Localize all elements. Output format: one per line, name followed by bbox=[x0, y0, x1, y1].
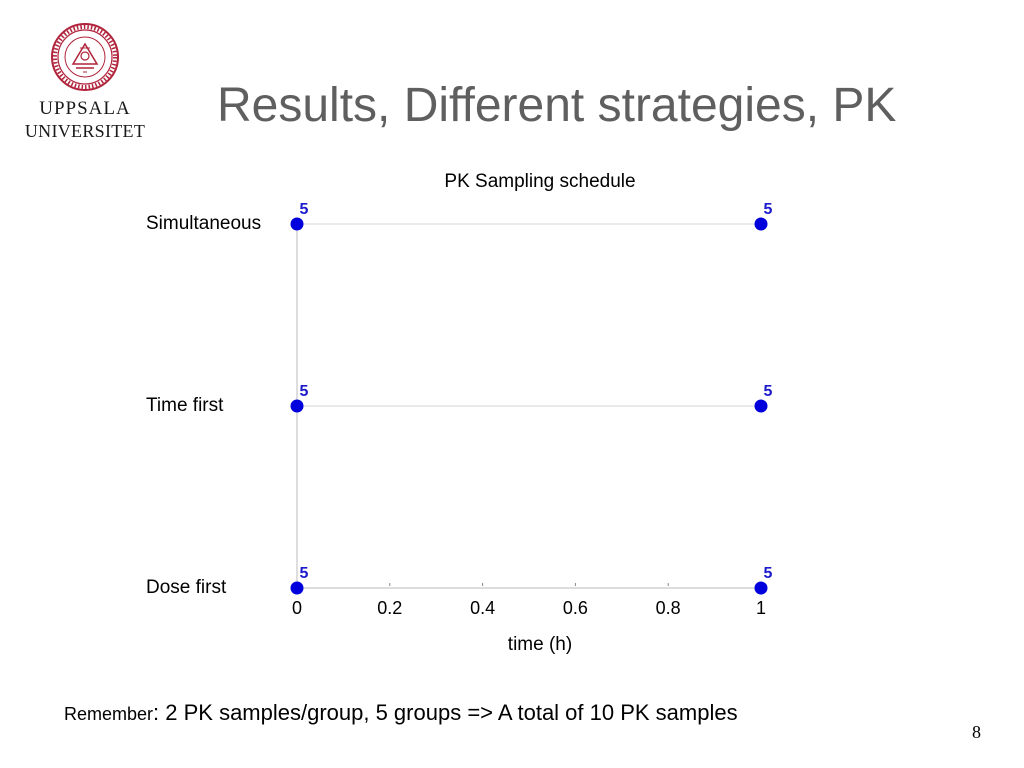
footnote: Remember: 2 PK samples/group, 5 groups =… bbox=[64, 700, 738, 726]
x-tick-label: 0.6 bbox=[563, 598, 588, 618]
university-seal-icon bbox=[51, 23, 119, 91]
category-label: Time first bbox=[146, 395, 224, 416]
data-label: 5 bbox=[764, 383, 773, 400]
category-labels: Simultaneous Time first Dose first bbox=[146, 213, 261, 598]
university-logo: UPPSALA UNIVERSITET bbox=[20, 20, 150, 150]
x-axis-label: time (h) bbox=[508, 634, 572, 655]
data-point bbox=[290, 217, 304, 231]
data-label: 5 bbox=[300, 201, 309, 218]
data-points: 5 5 5 5 5 5 bbox=[290, 201, 773, 595]
chart-title: PK Sampling schedule bbox=[444, 171, 635, 192]
data-point bbox=[290, 399, 304, 413]
x-tick-label: 0.4 bbox=[470, 598, 495, 618]
data-label: 5 bbox=[300, 565, 309, 582]
logo-line-2: UNIVERSITET bbox=[24, 121, 146, 141]
x-tick-label: 0 bbox=[292, 598, 302, 618]
x-tick-label: 0.8 bbox=[656, 598, 681, 618]
data-label: 5 bbox=[764, 201, 773, 218]
footnote-lead: Remember bbox=[64, 704, 154, 724]
x-tick-label: 0.2 bbox=[377, 598, 402, 618]
x-tick-label: 1 bbox=[756, 598, 766, 618]
data-point bbox=[290, 581, 304, 595]
x-ticks: 0 0.2 0.4 0.6 0.8 1 bbox=[292, 583, 766, 618]
data-label: 5 bbox=[764, 565, 773, 582]
grid-lines bbox=[297, 223, 761, 589]
data-point bbox=[754, 399, 768, 413]
page-number: 8 bbox=[972, 722, 981, 742]
slide-title: Results, Different strategies, PK bbox=[217, 79, 897, 132]
category-label: Simultaneous bbox=[146, 213, 261, 234]
footnote-text: : 2 PK samples/group, 5 groups => A tota… bbox=[153, 700, 738, 725]
data-label: 5 bbox=[300, 383, 309, 400]
data-point bbox=[754, 581, 768, 595]
logo-line-1: UPPSALA bbox=[39, 98, 131, 119]
category-label: Dose first bbox=[146, 577, 227, 598]
data-point bbox=[754, 217, 768, 231]
